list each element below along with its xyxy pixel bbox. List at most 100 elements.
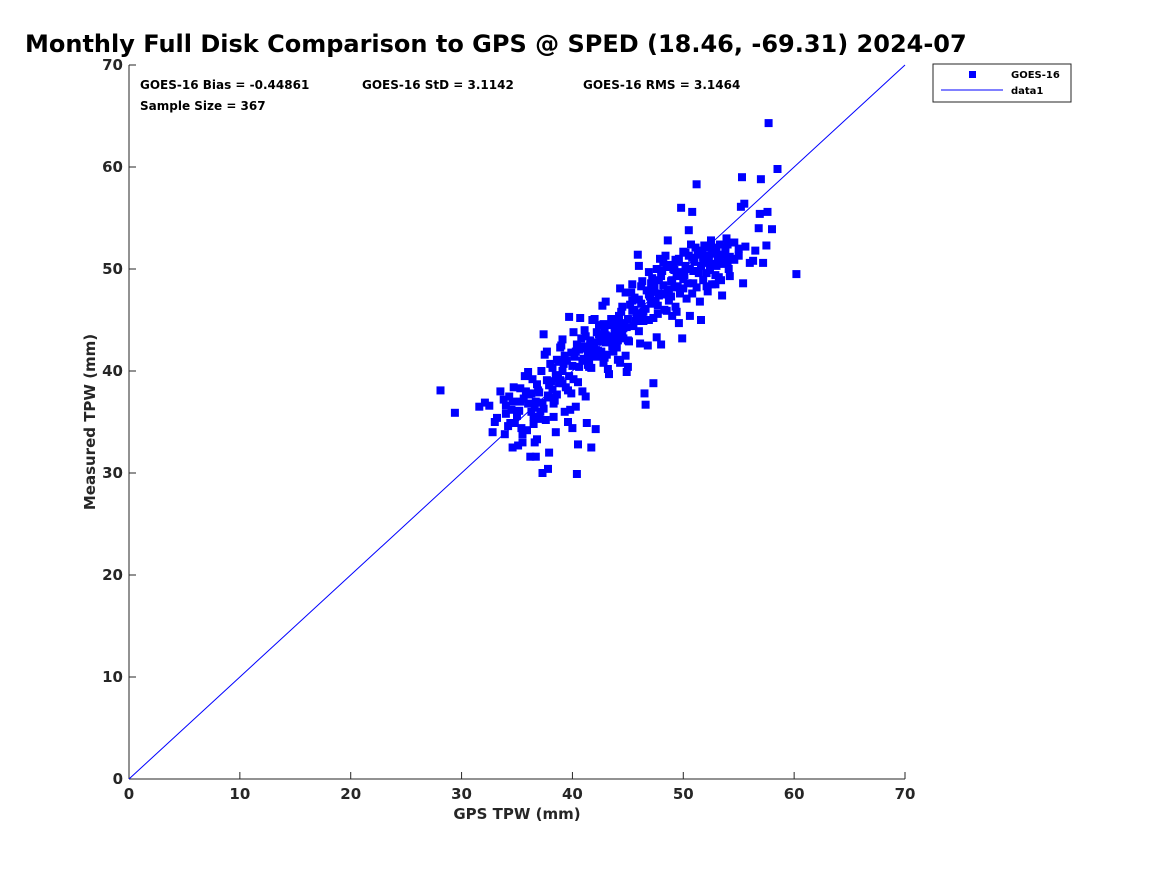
data-point-goes16: [598, 301, 607, 310]
data-point-goes16: [684, 226, 693, 235]
data-point-goes16: [542, 376, 551, 385]
x-tick-label: 30: [451, 785, 472, 803]
data-point-goes16: [436, 386, 445, 395]
data-point-goes16: [595, 321, 603, 330]
data-point-goes16: [500, 430, 509, 439]
data-point-goes16: [539, 330, 548, 339]
data-point-goes16: [695, 297, 704, 306]
data-point-goes16: [529, 412, 538, 421]
data-point-goes16: [513, 408, 521, 417]
data-point-goes16: [641, 400, 650, 409]
data-point-goes16: [741, 242, 750, 251]
data-point-goes16: [676, 289, 684, 298]
data-point-goes16: [620, 319, 629, 328]
y-axis-ticks: 0 10 20 30 40 50 60 70: [102, 56, 136, 788]
data-point-goes16: [576, 314, 585, 322]
data-point-goes16: [496, 387, 505, 396]
data-point-goes16: [628, 306, 637, 315]
data-point-goes16: [603, 336, 612, 345]
data-point-goes16: [508, 397, 517, 406]
data-point-goes16: [546, 359, 555, 368]
std-annotation: GOES-16 StD = 3.1142: [362, 78, 514, 92]
data-point-goes16: [566, 405, 575, 414]
data-point-goes16: [501, 401, 510, 410]
data-point-goes16: [618, 328, 627, 337]
series-layer: [128, 64, 906, 780]
data-point-goes16: [677, 203, 686, 212]
data-point-goes16: [756, 175, 765, 184]
data-point-goes16: [668, 276, 677, 285]
data-point-goes16: [725, 272, 734, 281]
data-point-goes16: [643, 341, 652, 350]
data-point-goes16: [547, 377, 556, 386]
data-point-goes16: [599, 320, 608, 329]
data-point-goes16: [575, 345, 584, 354]
data-point-goes16: [633, 314, 642, 322]
data-point-goes16: [533, 380, 541, 389]
x-axis-ticks: 0 10 20 30 40 50 60 70: [124, 772, 915, 803]
data-point-goes16: [633, 250, 642, 259]
data-point-goes16: [628, 280, 637, 289]
data-point-goes16: [516, 384, 525, 393]
data-point-goes16: [740, 199, 749, 208]
data-point-goes16: [488, 428, 497, 437]
data-point-goes16: [520, 372, 529, 381]
data-point-goes16: [661, 251, 670, 260]
data-point-goes16: [611, 331, 620, 340]
data-point-goes16: [535, 414, 544, 423]
data-point-goes16: [691, 243, 700, 252]
legend-box: [932, 63, 1072, 103]
data-point-goes16: [542, 347, 551, 356]
data-point-goes16: [739, 279, 748, 288]
data-point-goes16: [792, 270, 801, 279]
data-point-goes16: [612, 318, 621, 326]
x-tick-label: 50: [673, 785, 694, 803]
data-point-goes16: [527, 407, 536, 416]
data-point-goes16: [605, 370, 613, 379]
data-point-goes16: [505, 392, 514, 401]
data-point-goes16: [763, 207, 772, 216]
data-point-goes16: [710, 259, 719, 268]
data-point-goes16: [647, 299, 656, 308]
x-axis-label: GPS TPW (mm): [453, 805, 580, 823]
data-point-goes16: [680, 271, 689, 280]
data-point-goes16: [718, 291, 727, 300]
data-point-goes16: [550, 396, 559, 405]
data-point-goes16: [617, 307, 626, 316]
data-point-goes16: [574, 378, 582, 387]
data-point-goes16: [564, 418, 572, 426]
data-point-goes16: [507, 405, 516, 414]
data-point-goes16: [699, 252, 708, 261]
rms-annotation: GOES-16 RMS = 3.1464: [583, 78, 740, 92]
data-point-goes16: [640, 389, 649, 398]
data-point-goes16: [603, 365, 612, 373]
data-point-goes16: [622, 368, 631, 376]
data-point-goes16: [613, 336, 622, 345]
data-point-goes16: [717, 276, 725, 285]
data-point-goes16: [535, 388, 544, 397]
data-point-goes16: [754, 224, 763, 233]
data-point-goes16: [639, 307, 648, 316]
data-point-goes16: [508, 443, 517, 452]
data-point-goes16: [690, 257, 699, 266]
data-point-goes16: [703, 287, 712, 296]
data-point-goes16: [683, 265, 692, 273]
data-point-goes16: [702, 282, 711, 291]
data-point-goes16: [666, 260, 674, 269]
data-point-goes16: [571, 402, 580, 411]
data-point-goes16: [642, 286, 651, 295]
data-point-goes16: [693, 248, 702, 257]
data-point-goes16: [768, 225, 776, 234]
data-point-goes16: [519, 394, 528, 403]
data-point-goes16: [526, 452, 535, 461]
legend-label-data1: data1: [1011, 86, 1043, 97]
data-point-goes16: [693, 267, 702, 275]
data-point-goes16: [523, 426, 531, 435]
data-point-goes16: [669, 265, 678, 273]
data-point-goes16: [623, 315, 632, 323]
data-point-goes16: [623, 362, 632, 371]
data-point-goes16: [682, 294, 691, 303]
data-point-goes16: [549, 412, 558, 421]
data-point-goes16: [632, 309, 641, 318]
data-point-goes16: [685, 311, 694, 320]
